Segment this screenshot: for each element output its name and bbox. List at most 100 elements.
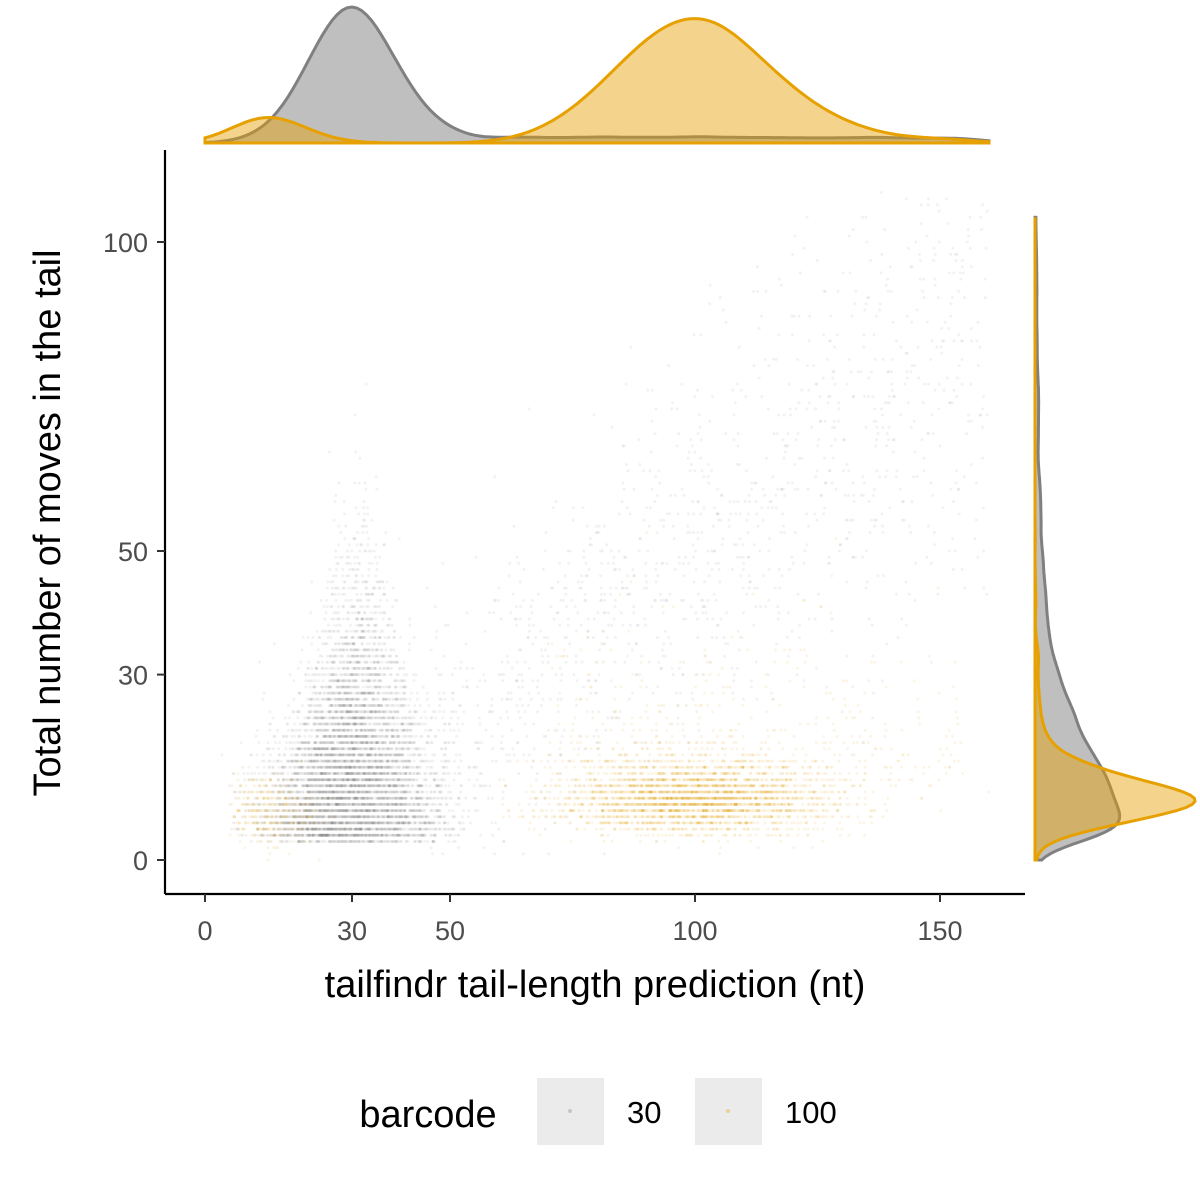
scatter-point-barcode-30 — [337, 642, 341, 646]
scatter-point-barcode-30 — [349, 598, 353, 602]
scatter-point-barcode-30 — [381, 747, 384, 751]
scatter-point-barcode-30 — [379, 648, 383, 652]
scatter-point-barcode-30 — [315, 697, 319, 701]
scatter-point-barcode-30 — [385, 722, 388, 726]
scatter-point-barcode-30 — [346, 772, 350, 775]
scatter-point-barcode-30 — [255, 728, 259, 732]
scatter-point-barcode-30 — [371, 586, 375, 590]
scatter-point-barcode-30 — [336, 796, 340, 800]
scatter-point-barcode-30 — [241, 765, 245, 769]
scatter-point-barcode-30 — [414, 722, 418, 726]
scatter-point-barcode-30 — [262, 827, 266, 831]
scatter-point-barcode-30 — [412, 679, 416, 683]
scatter-point-barcode-30 — [422, 747, 426, 751]
scatter-point-barcode-30 — [392, 778, 396, 782]
scatter-point-barcode-30 — [335, 802, 338, 806]
scatter-point-barcode-30 — [334, 493, 338, 497]
scatter-point-barcode-30 — [340, 784, 344, 788]
scatter-point-barcode-30 — [368, 840, 372, 843]
scatter-point-barcode-30 — [392, 772, 396, 775]
scatter-point-barcode-30 — [311, 778, 315, 782]
scatter-point-barcode-30 — [330, 704, 334, 707]
scatter-point-barcode-30 — [409, 728, 413, 732]
scatter-point-barcode-30 — [317, 833, 321, 837]
scatter-point-barcode-30 — [461, 722, 465, 726]
scatter-point-barcode-30 — [419, 840, 423, 843]
scatter-point-barcode-30 — [331, 821, 335, 825]
scatter-point-barcode-30 — [331, 790, 335, 794]
scatter-point-barcode-30 — [395, 790, 399, 794]
scatter-point-barcode-30 — [287, 704, 290, 707]
scatter-point-barcode-30 — [361, 580, 364, 584]
scatter-point-barcode-30 — [311, 722, 315, 726]
scatter-point-barcode-30 — [312, 673, 316, 677]
scatter-point-barcode-30 — [307, 734, 311, 738]
scatter-point-barcode-30 — [378, 710, 382, 714]
scatter-point-barcode-30 — [367, 537, 371, 541]
scatter-point-barcode-30 — [360, 827, 363, 831]
scatter-point-barcode-30 — [373, 710, 377, 714]
scatter-point-barcode-30 — [353, 722, 357, 726]
scatter-point-barcode-30 — [342, 691, 346, 695]
scatter-point-barcode-30 — [318, 802, 322, 806]
scatter-point-barcode-30 — [382, 543, 386, 547]
scatter-point-barcode-30 — [412, 636, 416, 639]
scatter-point-barcode-30 — [466, 815, 470, 819]
scatter-point-barcode-30 — [424, 753, 427, 757]
scatter-point-barcode-30 — [394, 753, 398, 757]
scatter-point-barcode-30 — [445, 802, 449, 806]
scatter-point-barcode-30 — [360, 802, 364, 806]
scatter-point-barcode-30 — [433, 796, 437, 800]
scatter-point-barcode-30 — [405, 716, 409, 720]
scatter-point-barcode-30 — [338, 728, 342, 732]
scatter-point-barcode-30 — [338, 654, 342, 658]
scatter-point-barcode-30 — [326, 636, 330, 639]
scatter-point-barcode-30 — [399, 815, 403, 819]
scatter-point-barcode-30 — [444, 833, 448, 837]
scatter-point-barcode-30 — [237, 827, 240, 831]
scatter-point-barcode-30 — [327, 821, 331, 825]
scatter-point-barcode-30 — [364, 685, 368, 689]
scatter-point-barcode-30 — [408, 790, 412, 794]
scatter-point-barcode-30 — [384, 531, 388, 534]
scatter-point-barcode-30 — [402, 728, 406, 732]
scatter-point-barcode-30 — [280, 772, 283, 775]
scatter-point-barcode-30 — [312, 802, 316, 806]
scatter-point-barcode-30 — [357, 833, 361, 837]
scatter-point-barcode-30 — [331, 648, 335, 652]
scatter-point-barcode-30 — [380, 815, 384, 819]
scatter-point-barcode-30 — [220, 753, 224, 757]
scatter-point-barcode-30 — [350, 716, 354, 720]
scatter-point-barcode-30 — [385, 802, 389, 806]
scatter-point-barcode-30 — [296, 666, 300, 670]
scatter-point-barcode-30 — [322, 728, 326, 732]
scatter-point-barcode-30 — [390, 660, 393, 664]
scatter-point-barcode-30 — [310, 778, 314, 782]
scatter-point-barcode-30 — [296, 778, 299, 782]
scatter-point-barcode-30 — [357, 481, 361, 485]
scatter-point-barcode-30 — [289, 796, 293, 800]
scatter-point-barcode-30 — [398, 691, 401, 695]
scatter-point-barcode-30 — [361, 679, 365, 683]
scatter-point-barcode-30 — [409, 728, 413, 732]
scatter-point-barcode-30 — [410, 821, 414, 825]
scatter-point-barcode-30 — [323, 685, 327, 689]
scatter-point-barcode-30 — [336, 728, 340, 732]
scatter-point-barcode-30 — [379, 716, 383, 720]
scatter-point-barcode-30 — [336, 561, 340, 565]
scatter-point-barcode-30 — [295, 790, 299, 794]
scatter-point-barcode-30 — [373, 704, 377, 707]
scatter-point-barcode-30 — [310, 815, 314, 819]
scatter-point-barcode-30 — [341, 648, 344, 652]
scatter-point-barcode-30 — [350, 728, 354, 732]
scatter-point-barcode-30 — [335, 784, 339, 788]
scatter-point-barcode-30 — [370, 734, 374, 738]
scatter-point-barcode-30 — [376, 741, 380, 745]
scatter-point-barcode-30 — [267, 759, 270, 763]
scatter-point-barcode-30 — [292, 734, 296, 738]
scatter-point-barcode-30 — [272, 833, 276, 837]
scatter-point-barcode-30 — [386, 728, 390, 732]
scatter-point-barcode-30 — [321, 815, 325, 819]
scatter-point-barcode-30 — [270, 802, 274, 806]
scatter-point-barcode-30 — [387, 796, 391, 800]
